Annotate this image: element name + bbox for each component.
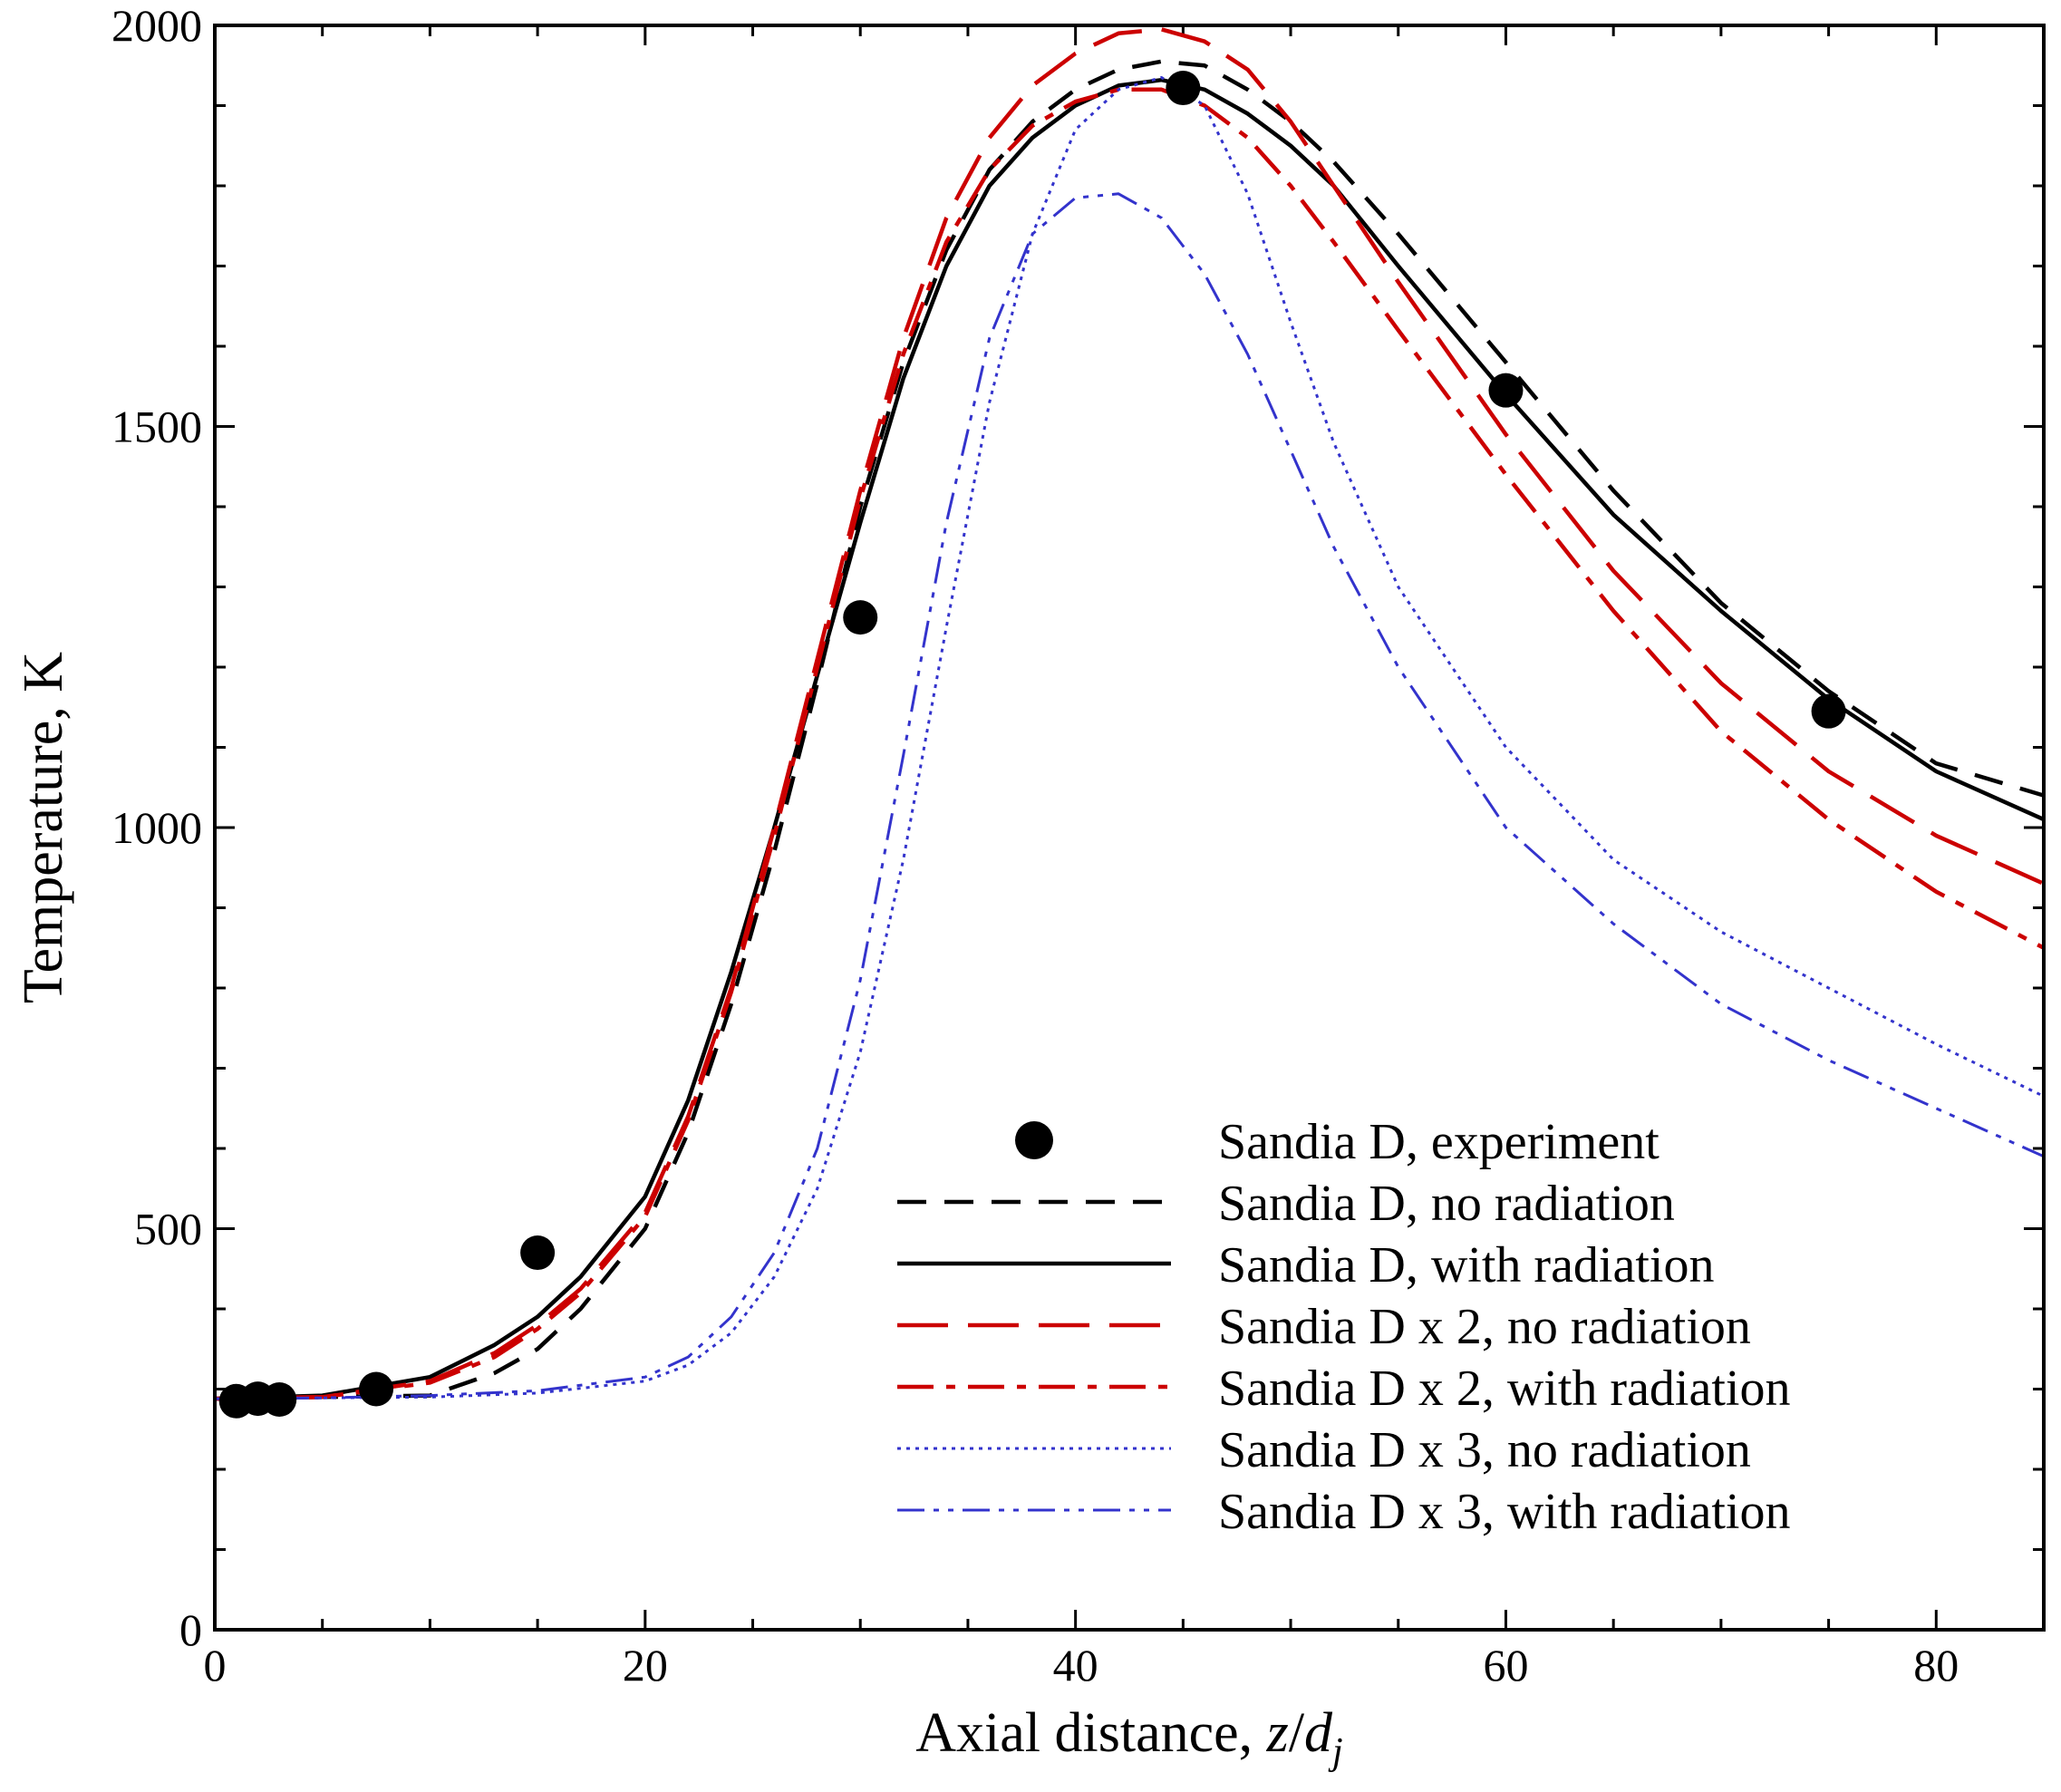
x-axis-title: Axial distance, z/dj <box>915 1702 1342 1773</box>
x-axis-title-main: Axial distance, <box>915 1702 1266 1764</box>
experiment-point <box>520 1235 556 1271</box>
x-tick-label: 0 <box>204 1640 227 1690</box>
legend-label-6: Sandia D x 3, with radiation <box>1218 1484 1790 1540</box>
x-tick-label: 60 <box>1483 1640 1528 1690</box>
plot-frame <box>213 24 2046 1632</box>
y-tick-label: 500 <box>134 1204 202 1254</box>
x-axis-title-sub: j <box>1328 1731 1343 1773</box>
experiment-point <box>359 1371 394 1407</box>
legend-label-3: Sandia D x 2, no radiation <box>1218 1299 1751 1355</box>
legend: Sandia D, experiment Sandia D, no radiati… <box>897 1114 1790 1540</box>
tick-labels: 0 20 40 60 80 0 500 1000 1500 2000 <box>111 0 1959 1690</box>
experiment-points <box>218 71 1846 1419</box>
legend-label-5: Sandia D x 3, no radiation <box>1218 1422 1751 1478</box>
experiment-point <box>1811 693 1846 729</box>
legend-label-2: Sandia D, with radiation <box>1218 1237 1714 1293</box>
y-tick-label: 0 <box>179 1604 202 1655</box>
legend-label-1: Sandia D, no radiation <box>1218 1176 1675 1232</box>
series-layer <box>214 27 2046 1401</box>
y-tick-label: 1000 <box>111 802 202 853</box>
x-tick-label: 20 <box>623 1640 668 1690</box>
y-tick-label: 2000 <box>111 0 202 51</box>
x-axis-title-d: d <box>1304 1702 1333 1764</box>
series-line-1 <box>214 59 2045 1401</box>
x-axis-title-z: z <box>1266 1702 1289 1764</box>
legend-label-4: Sandia D x 2, with radiation <box>1218 1361 1790 1417</box>
legend-marker-experiment <box>1015 1121 1053 1159</box>
experiment-point <box>1488 373 1524 408</box>
legend-label-0: Sandia D, experiment <box>1218 1114 1659 1170</box>
x-axis-title-slash: / <box>1289 1702 1305 1764</box>
x-tick-label: 80 <box>1913 1640 1959 1690</box>
y-axis-title: Temperature, K <box>13 652 74 1003</box>
experiment-point <box>1166 71 1201 106</box>
series-line-2 <box>214 77 2045 1401</box>
x-tick-label: 40 <box>1053 1640 1098 1690</box>
series-line-3 <box>214 27 2045 1401</box>
y-tick-label: 1500 <box>111 402 202 452</box>
series-line-6 <box>214 192 2045 1400</box>
series-line-5 <box>214 76 2045 1400</box>
experiment-point <box>843 600 878 635</box>
series-line-4 <box>214 87 2046 1401</box>
experiment-point <box>262 1382 297 1418</box>
